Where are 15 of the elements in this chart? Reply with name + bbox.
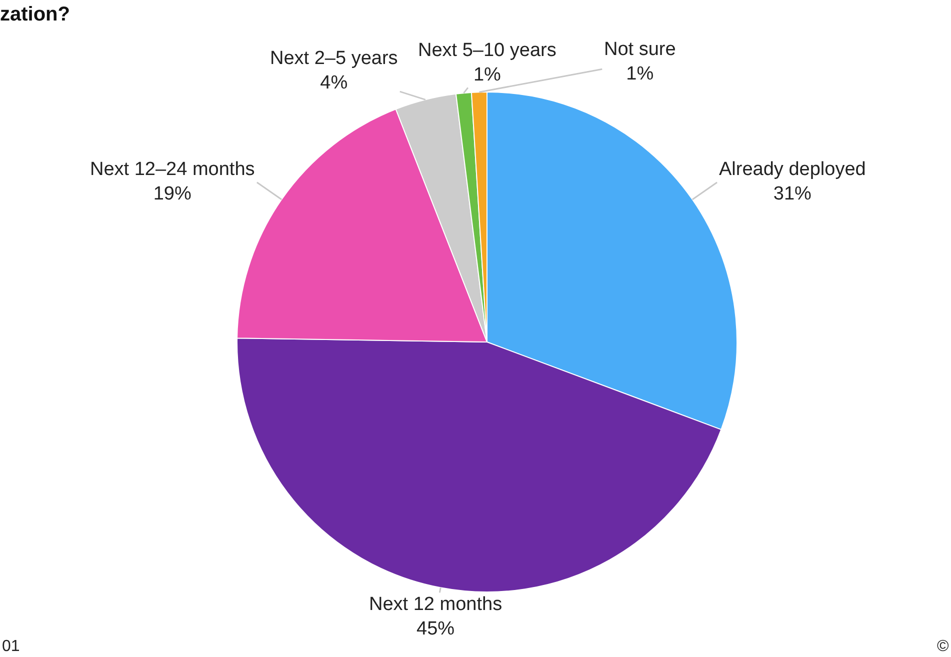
- data-label: 4%: [320, 72, 348, 94]
- data-label: 45%: [416, 618, 455, 640]
- data-label: 31%: [773, 184, 812, 205]
- data-label: 1%: [626, 64, 654, 85]
- slice-label: Not sure: [604, 39, 676, 60]
- slice-label: Already deployed: [719, 159, 866, 180]
- data-label: 1%: [473, 64, 502, 86]
- text: 01: [2, 638, 20, 655]
- slice-label: Next 5–10 years: [418, 40, 556, 61]
- text: ©: [937, 638, 949, 655]
- slice-label: Next 2–5 years: [270, 48, 398, 69]
- data-label: 19%: [153, 184, 192, 205]
- slice-label: Next 12 months: [369, 594, 502, 615]
- chart-title: zation?: [0, 4, 70, 26]
- slice-label: Next 12–24 months: [90, 159, 255, 180]
